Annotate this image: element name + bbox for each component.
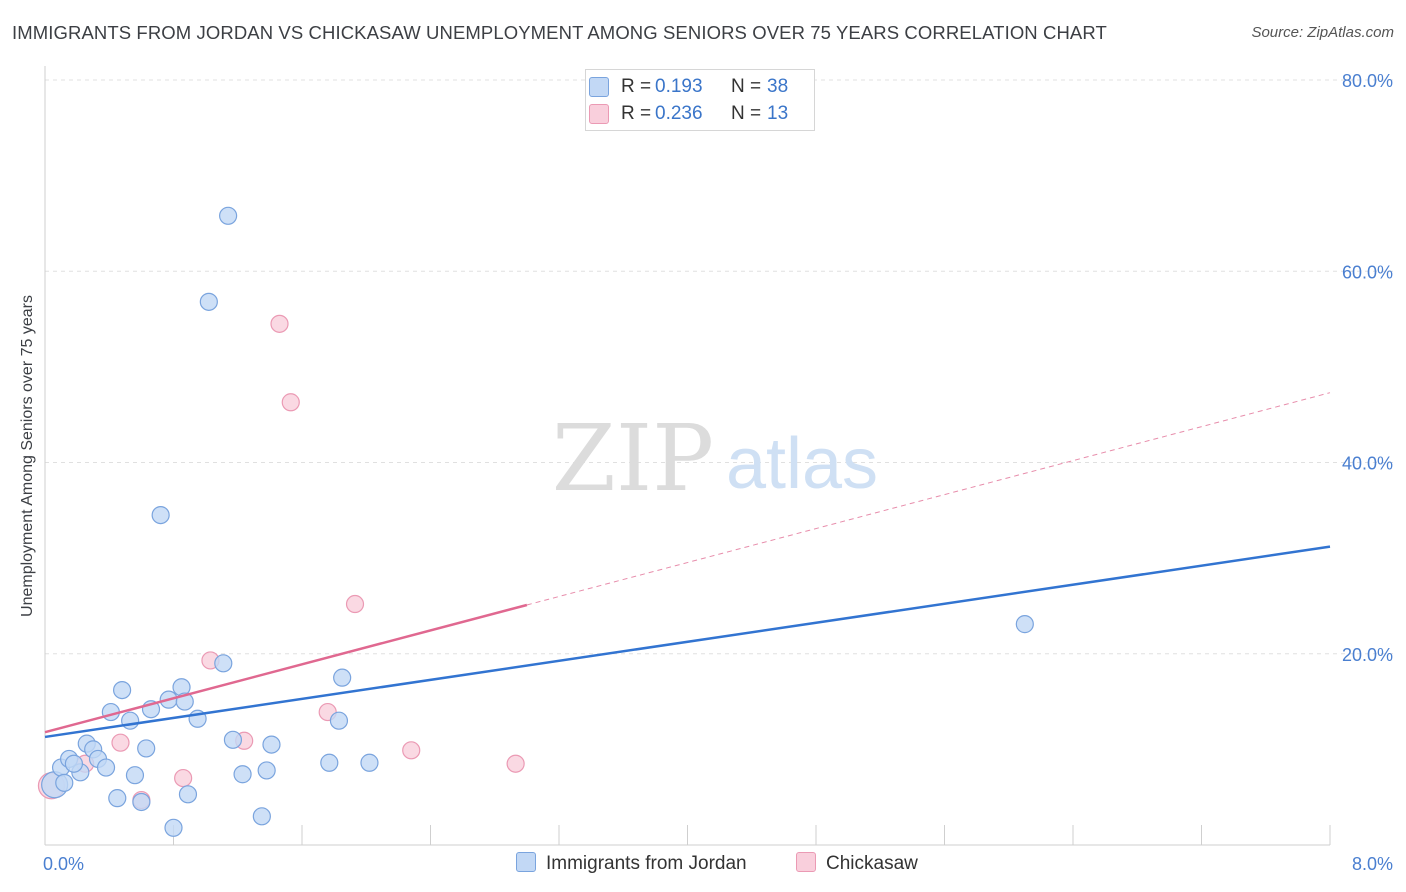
trend-line-jordan xyxy=(44,545,1331,739)
point-jordan xyxy=(151,505,170,525)
point-jordan xyxy=(137,739,156,758)
point-chickasaw xyxy=(281,393,300,412)
point-jordan xyxy=(108,789,127,808)
chart-title: IMMIGRANTS FROM JORDAN VS CHICKASAW UNEM… xyxy=(12,22,1107,43)
y-tick-label: 40.0% xyxy=(1342,454,1393,474)
y-tick-label: 80.0% xyxy=(1342,71,1393,91)
point-jordan xyxy=(262,735,281,754)
watermark-atlas: atlas xyxy=(726,424,878,504)
trend-line-chickasaw xyxy=(44,603,528,734)
point-jordan xyxy=(199,292,218,311)
point-chickasaw xyxy=(174,768,193,788)
point-jordan xyxy=(164,818,183,837)
point-chickasaw xyxy=(270,314,289,333)
bottom-legend-chickasaw[interactable]: Chickasaw xyxy=(796,852,918,875)
bottom-legend-swatch-blue xyxy=(516,852,536,872)
point-jordan xyxy=(96,758,116,777)
point-jordan xyxy=(125,766,145,785)
bottom-legend-swatch-pink xyxy=(796,852,816,872)
point-chickasaw xyxy=(345,594,365,614)
legend-n-label: N = xyxy=(731,103,762,124)
point-jordan xyxy=(252,807,271,826)
legend-r-value: 0.236 xyxy=(655,103,703,124)
legend-swatch-blue xyxy=(589,77,609,97)
legend-r-value: 0.193 xyxy=(655,76,703,97)
tick-labels: 20.0% 40.0% 60.0% 80.0% 0.0% 8.0% xyxy=(43,71,1393,874)
point-jordan xyxy=(257,761,276,780)
point-jordan xyxy=(223,730,243,749)
point-jordan xyxy=(360,753,379,772)
x-tick-label: 0.0% xyxy=(43,854,84,874)
source-label: Source: ZipAtlas.com xyxy=(1251,24,1394,41)
point-chickasaw xyxy=(111,733,130,752)
bottom-legend-label-chickasaw: Chickasaw xyxy=(826,853,918,874)
legend-n-label: N = xyxy=(731,76,762,97)
point-jordan xyxy=(112,680,132,700)
watermark-zip: ZIP xyxy=(552,405,714,512)
point-chickasaw xyxy=(506,754,525,773)
point-jordan xyxy=(320,753,339,772)
point-jordan xyxy=(121,711,140,730)
bottom-legend-jordan[interactable]: Immigrants from Jordan xyxy=(516,852,747,875)
point-jordan xyxy=(178,785,198,804)
y-tick-label: 20.0% xyxy=(1342,645,1393,665)
trend-lines xyxy=(44,392,1331,739)
legend-r-label: R = xyxy=(621,103,652,124)
x-tick-label: 8.0% xyxy=(1352,854,1393,874)
point-jordan xyxy=(233,765,252,784)
point-jordan xyxy=(132,792,151,812)
point-jordan xyxy=(214,654,233,673)
legend-n-value: 38 xyxy=(767,76,789,97)
trend-line-chickasaw-projection xyxy=(526,392,1331,606)
legend-box: R = 0.193 N = 38 R = 0.236 N = 13 xyxy=(585,69,815,131)
legend-swatch-pink xyxy=(589,104,609,124)
data-points xyxy=(37,206,1034,837)
watermark: ZIP atlas xyxy=(552,405,878,512)
point-jordan xyxy=(64,754,84,773)
point-jordan xyxy=(1015,615,1034,634)
bottom-legend-label-jordan: Immigrants from Jordan xyxy=(546,853,747,874)
point-jordan xyxy=(55,773,74,792)
legend-r-label: R = xyxy=(621,76,652,97)
legend-n-value: 13 xyxy=(767,103,789,124)
point-jordan xyxy=(329,711,349,730)
point-chickasaw xyxy=(402,741,421,760)
point-jordan xyxy=(219,206,238,225)
point-jordan xyxy=(333,668,352,687)
axes xyxy=(44,66,1331,846)
y-tick-label: 60.0% xyxy=(1342,262,1393,282)
